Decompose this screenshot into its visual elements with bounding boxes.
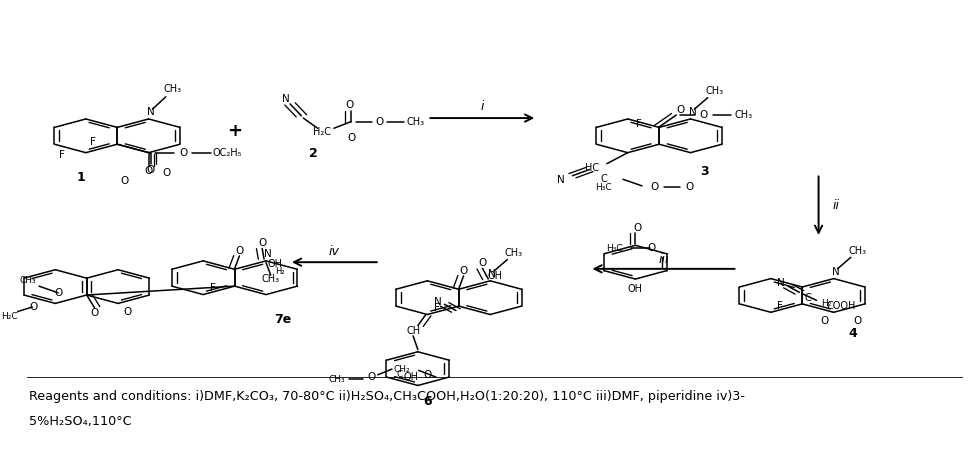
Text: N: N xyxy=(832,267,840,277)
Text: O: O xyxy=(686,182,693,192)
Text: iv: iv xyxy=(328,246,339,259)
Text: Reagents and conditions: i)DMF,K₂CO₃, 70-80°C ii)H₂SO₄,CH₃COOH,H₂O(1:20:20), 110: Reagents and conditions: i)DMF,K₂CO₃, 70… xyxy=(28,390,744,403)
Text: O: O xyxy=(460,266,468,276)
Text: O: O xyxy=(163,168,171,178)
Text: C: C xyxy=(396,370,403,379)
Text: O: O xyxy=(367,372,375,382)
Text: O: O xyxy=(91,308,98,318)
Text: 5%H₂SO₄,110°C: 5%H₂SO₄,110°C xyxy=(28,415,131,428)
Text: 6: 6 xyxy=(423,396,431,409)
Text: CH: CH xyxy=(406,326,420,336)
Text: iii: iii xyxy=(658,253,669,266)
Text: F: F xyxy=(91,137,96,147)
Text: H₂C: H₂C xyxy=(313,127,331,137)
Text: N: N xyxy=(488,269,496,279)
Text: OH: OH xyxy=(628,284,643,294)
Text: +: + xyxy=(227,123,243,141)
Text: N: N xyxy=(557,175,565,185)
Text: CH₃: CH₃ xyxy=(705,87,724,97)
Text: CH₃: CH₃ xyxy=(19,276,36,285)
Text: O: O xyxy=(55,288,63,298)
Text: O: O xyxy=(478,258,487,268)
Text: O: O xyxy=(424,370,432,380)
Text: O: O xyxy=(124,307,131,317)
Text: N: N xyxy=(282,94,290,104)
Text: O: O xyxy=(146,164,155,175)
Text: F: F xyxy=(433,304,439,313)
Text: CH₃: CH₃ xyxy=(734,110,752,120)
Text: H₂C: H₂C xyxy=(1,312,18,321)
Text: 4: 4 xyxy=(848,326,857,339)
Text: N: N xyxy=(433,297,441,307)
Text: O: O xyxy=(633,223,642,233)
Text: O: O xyxy=(347,133,356,143)
Text: H₃C: H₃C xyxy=(606,244,622,253)
Text: OH: OH xyxy=(268,259,283,269)
Text: O: O xyxy=(144,166,153,176)
Text: CH₃: CH₃ xyxy=(505,248,523,258)
Text: 7e: 7e xyxy=(275,313,292,326)
Text: O: O xyxy=(853,316,862,326)
Text: CH₃: CH₃ xyxy=(407,117,425,127)
Text: H₂: H₂ xyxy=(276,268,285,277)
Text: OC₂H₅: OC₂H₅ xyxy=(212,148,242,158)
Text: 2: 2 xyxy=(309,147,318,160)
Text: ii: ii xyxy=(832,199,840,212)
Text: H₃C: H₃C xyxy=(595,183,613,192)
Text: O: O xyxy=(676,105,685,114)
Text: F: F xyxy=(209,283,215,293)
Text: O: O xyxy=(345,100,354,110)
Text: CH₃: CH₃ xyxy=(164,84,181,94)
Text: F: F xyxy=(636,119,642,129)
Text: CH₃: CH₃ xyxy=(848,246,867,256)
Text: O: O xyxy=(179,148,187,158)
Text: O: O xyxy=(820,316,828,326)
Text: COOH: COOH xyxy=(826,301,855,311)
Text: HC: HC xyxy=(585,163,599,173)
Text: O: O xyxy=(376,117,384,127)
Text: O: O xyxy=(700,110,708,120)
Text: O: O xyxy=(258,238,266,248)
Text: i: i xyxy=(481,101,484,114)
Text: O: O xyxy=(121,176,129,186)
Text: O: O xyxy=(647,243,656,253)
Text: O: O xyxy=(30,302,38,312)
Text: OH: OH xyxy=(403,372,419,382)
Text: C: C xyxy=(601,174,607,184)
Text: F: F xyxy=(59,150,65,160)
Text: H₂: H₂ xyxy=(821,299,831,308)
Text: N: N xyxy=(777,278,785,288)
Text: C: C xyxy=(805,293,811,303)
Text: O: O xyxy=(651,182,658,192)
Text: 3: 3 xyxy=(700,165,709,178)
Text: N: N xyxy=(264,249,272,259)
Text: CH₃: CH₃ xyxy=(262,274,280,285)
Text: N: N xyxy=(689,107,696,117)
Text: CH₂: CH₂ xyxy=(393,365,410,374)
Text: F: F xyxy=(777,301,783,311)
Text: CH₃: CH₃ xyxy=(328,375,345,384)
Text: O: O xyxy=(235,246,244,255)
Text: 1: 1 xyxy=(77,172,86,185)
Text: OH: OH xyxy=(487,271,503,281)
Text: N: N xyxy=(147,107,155,117)
